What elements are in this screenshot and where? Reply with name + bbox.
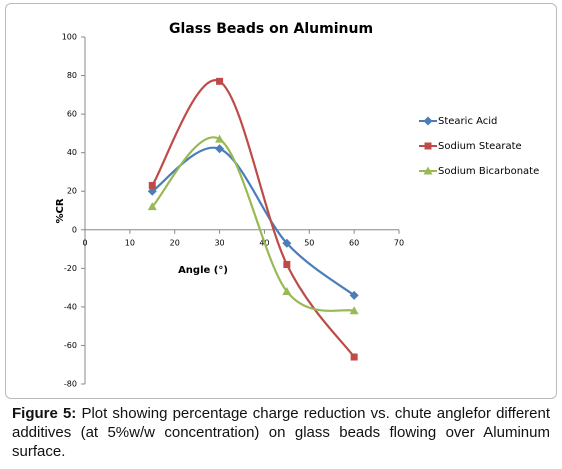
y-tick-label: 20 [67, 187, 77, 196]
y-tick-label: -40 [64, 302, 77, 311]
marker [423, 116, 433, 126]
y-tick-label: 60 [67, 110, 77, 119]
y-tick-label: 40 [67, 148, 77, 157]
marker [147, 202, 157, 211]
marker [215, 144, 225, 154]
marker [148, 181, 156, 189]
x-tick-label: 30 [214, 238, 224, 247]
x-tick-label: 10 [125, 238, 135, 247]
y-tick-label: 100 [62, 33, 77, 42]
legend-label: Sodium Stearate [438, 141, 522, 152]
series-line [151, 146, 355, 297]
chart-frame [5, 3, 557, 399]
y-tick-label: -80 [64, 380, 77, 389]
caption-text: Plot showing percentage charge reduction… [12, 405, 551, 460]
x-tick-label: 70 [394, 238, 404, 247]
legend-label: Sodium Bicarbonate [438, 166, 539, 177]
y-tick-label: -20 [64, 264, 77, 273]
y-tick-label: -60 [64, 341, 77, 350]
marker [282, 286, 292, 295]
x-axis-label: Angle (°) [178, 265, 228, 276]
marker [283, 260, 291, 268]
x-tick-label: 60 [349, 238, 359, 247]
marker [349, 290, 359, 300]
marker [147, 186, 157, 196]
marker [282, 238, 292, 248]
marker [423, 166, 433, 175]
marker [424, 142, 432, 150]
y-tick-label: 80 [67, 71, 77, 80]
series-line [151, 79, 356, 358]
x-tick-label: 0 [82, 238, 87, 247]
marker [215, 134, 225, 143]
x-tick-label: 20 [170, 238, 180, 247]
caption: Figure 5: Plot showing percentage charge… [12, 404, 550, 461]
caption-label: Figure 5: [12, 405, 77, 422]
legend-label: Stearic Acid [438, 116, 497, 127]
y-tick-label: 0 [72, 225, 77, 234]
series-line [151, 136, 355, 312]
x-tick-label: 50 [304, 238, 314, 247]
chart: Glass Beads on Aluminum %CR Angle (°) -8… [55, 21, 539, 389]
y-axis-label: %CR [55, 198, 66, 223]
marker [349, 306, 359, 315]
marker [350, 353, 358, 361]
chart-title: Glass Beads on Aluminum [169, 21, 373, 37]
marker [216, 77, 224, 85]
